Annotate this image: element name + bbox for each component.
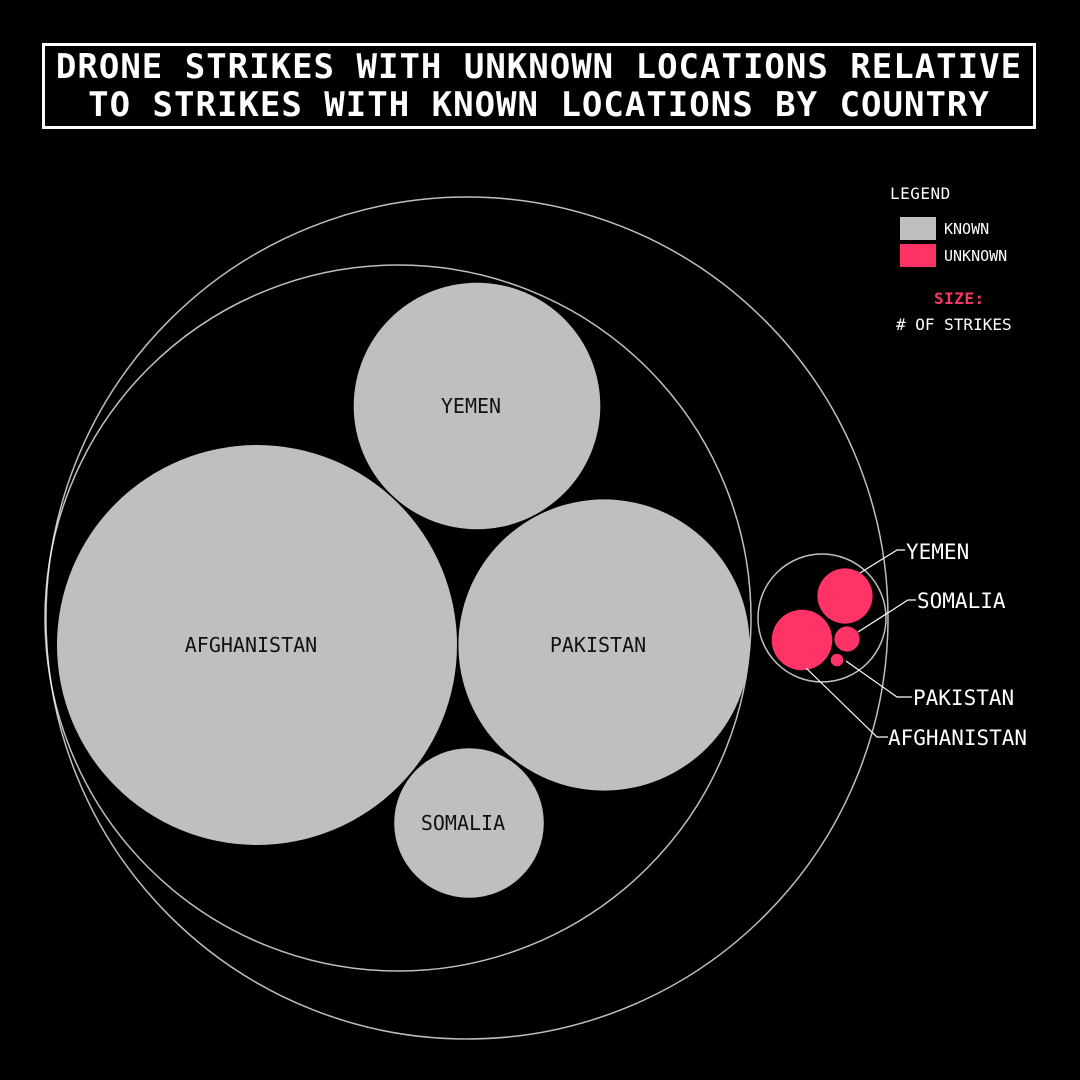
unknown-label-pakistan: PAKISTAN <box>913 686 1014 710</box>
legend-size-title: SIZE: <box>934 289 985 308</box>
unknown-bubble-somalia <box>834 626 860 652</box>
unknown-label-yemen: YEMEN <box>906 540 969 564</box>
leader-line-pakistan <box>845 660 912 698</box>
leader-line-yemen <box>859 549 905 574</box>
unknown-bubble-pakistan <box>830 653 844 667</box>
outline-unknown-circle <box>757 553 887 683</box>
chart-title-line-2: TO STRIKES WITH KNOWN LOCATIONS BY COUNT… <box>88 85 990 125</box>
known-bubble-afghanistan <box>57 445 457 845</box>
legend-item-known: KNOWN <box>900 217 989 240</box>
legend-label-known: KNOWN <box>944 219 990 238</box>
unknown-bubble-yemen <box>817 568 873 624</box>
legend-size-label: # OF STRIKES <box>896 315 1012 334</box>
legend-title: LEGEND <box>890 184 951 203</box>
leader-line-afghanistan <box>805 667 888 738</box>
legend-swatch-known <box>900 217 936 240</box>
known-label-afghanistan: AFGHANISTAN <box>185 633 317 657</box>
legend-item-unknown: UNKNOWN <box>900 244 1007 267</box>
known-bubble-pakistan <box>458 499 750 791</box>
legend-label-unknown: UNKNOWN <box>944 246 1008 265</box>
known-bubble-somalia <box>394 748 544 898</box>
unknown-bubble-afghanistan <box>771 609 833 671</box>
leader-line-somalia <box>857 599 916 633</box>
chart-title-line-1: DRONE STRIKES WITH UNKNOWN LOCATIONS REL… <box>55 47 1023 87</box>
unknown-label-somalia: SOMALIA <box>917 589 1006 613</box>
outline-known-circle <box>44 264 752 972</box>
known-label-yemen: YEMEN <box>441 394 501 418</box>
chart-title-box: DRONE STRIKES WITH UNKNOWN LOCATIONS REL… <box>42 43 1036 129</box>
legend: LEGEND KNOWN UNKNOWN SIZE: # OF STRIKES <box>890 184 1060 334</box>
known-label-somalia: SOMALIA <box>421 811 505 835</box>
known-bubble-yemen <box>353 282 601 530</box>
outline-total-circle <box>45 196 889 1040</box>
legend-swatch-unknown <box>900 244 936 267</box>
known-label-pakistan: PAKISTAN <box>550 633 646 657</box>
unknown-label-afghanistan: AFGHANISTAN <box>888 726 1027 750</box>
